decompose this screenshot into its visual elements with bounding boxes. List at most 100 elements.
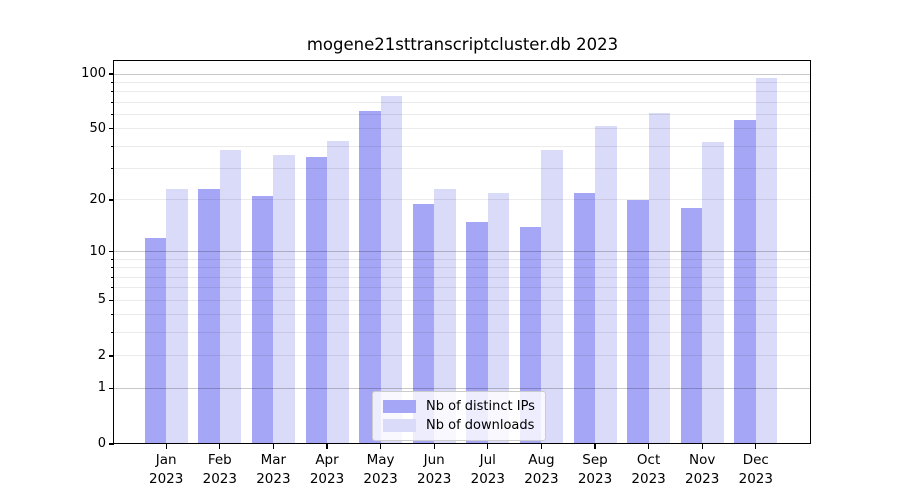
y-minor-tick-mark [111,258,114,260]
x-tick-label-aug: Aug 2023 [513,451,569,488]
gridline-minor [114,128,811,130]
y-tick-label: 2 [97,347,106,363]
bar-ips-jan [144,238,167,444]
bar-downloads-sep [595,125,617,444]
bar-downloads-nov [702,142,724,444]
x-tick-label-dec: Dec 2023 [728,451,784,488]
gridline-minor [114,199,811,201]
y-tick-mark [108,199,114,201]
gridline-minor [114,81,811,83]
x-tick-month: Nov [689,452,716,468]
gridline-minor [114,101,811,103]
y-tick-mark [108,355,114,357]
x-tick-mark [219,444,221,449]
x-tick-mark [165,444,167,449]
gridline-minor [114,276,811,278]
x-tick-month: Dec [742,452,769,468]
bar-downloads-aug [541,150,563,444]
y-minor-tick-mark [111,81,114,83]
y-tick-label: 50 [89,120,106,136]
bar-downloads-jan [166,189,188,444]
legend: Nb of distinct IPs Nb of downloads [372,391,546,441]
gridline-minor [114,91,811,93]
chart-title: mogene21sttranscriptcluster.db 2023 [306,35,619,54]
y-tick-mark [108,251,114,253]
x-tick-mark [540,444,543,449]
x-tick-year: 2023 [631,470,666,487]
gridline-minor [114,332,811,334]
gridline-minor [114,355,811,357]
gridline-minor [114,145,811,147]
y-tick-label: 100 [81,66,106,81]
gridline-minor [114,168,811,170]
x-tick-month: Jan [155,452,177,468]
bar-downloads-apr [327,140,349,444]
y-tick-label: 5 [97,292,106,308]
gridline-minor [114,287,811,289]
bar-downloads-feb [219,150,242,444]
gridline-major [114,73,811,75]
x-tick-year: 2023 [309,470,345,487]
legend-swatch-icon [383,419,416,432]
x-tick-month: Feb [207,452,232,468]
y-tick-mark [108,443,114,445]
gridline-minor [114,258,811,260]
gridline-minor [114,267,811,269]
bar-ips-oct [627,199,649,444]
bar-ips-aug [519,226,542,444]
x-tick-label-jan: Jan 2023 [138,451,194,488]
x-tick-year: 2023 [149,470,184,487]
legend-label: Nb of downloads [426,418,535,433]
x-tick-label-may: May 2023 [353,451,409,488]
y-minor-tick-mark [111,314,114,316]
bar-ips-apr [305,156,327,444]
x-tick-mark [594,444,596,449]
x-tick-label-nov: Nov 2023 [674,451,730,488]
y-tick-mark [108,73,114,75]
y-minor-tick-mark [111,332,114,334]
gridline-minor [114,314,811,316]
y-tick-label: 10 [89,243,106,259]
bar-ips-mar [251,196,274,444]
gridline-minor [114,113,811,115]
legend-label: Nb of distinct IPs [426,399,535,414]
x-tick-label-jun: Jun 2023 [406,451,462,488]
y-minor-tick-mark [111,113,114,115]
x-tick-year: 2023 [685,470,720,487]
x-tick-label-sep: Sep 2023 [567,451,623,488]
y-minor-tick-mark [111,287,114,289]
x-tick-year: 2023 [738,470,773,487]
y-tick-label: 1 [97,380,106,396]
x-tick-mark [379,444,382,449]
bar-ips-sep [573,192,595,444]
legend-swatch-icon [383,400,416,413]
x-tick-label-mar: Mar 2023 [245,451,301,488]
x-tick-month: Jun [423,452,445,468]
bar-ips-jul [466,221,488,444]
y-tick-label: 20 [89,191,106,207]
y-tick-mark [108,387,114,390]
x-tick-month: Oct [636,452,661,468]
y-minor-tick-mark [111,168,114,170]
y-minor-tick-mark [111,267,114,269]
x-tick-month: May [366,452,395,468]
bar-ips-feb [198,189,220,444]
gridline-major [114,387,811,389]
x-tick-mark [326,444,328,449]
x-tick-year: 2023 [524,470,559,487]
bar-downloads-jun [434,189,456,444]
x-tick-month: Mar [260,452,287,468]
x-tick-mark [433,444,435,449]
x-tick-mark [272,444,275,449]
bar-ips-may [359,110,381,444]
x-tick-year: 2023 [202,470,237,487]
x-tick-year: 2023 [256,470,291,487]
x-tick-label-oct: Oct 2023 [621,451,677,488]
y-tick-mark [108,128,114,130]
gridline-minor [114,299,811,301]
y-minor-tick-mark [111,276,114,278]
legend-entry: Nb of distinct IPs [383,397,535,416]
x-tick-mark [701,444,703,449]
y-minor-tick-mark [111,101,114,103]
